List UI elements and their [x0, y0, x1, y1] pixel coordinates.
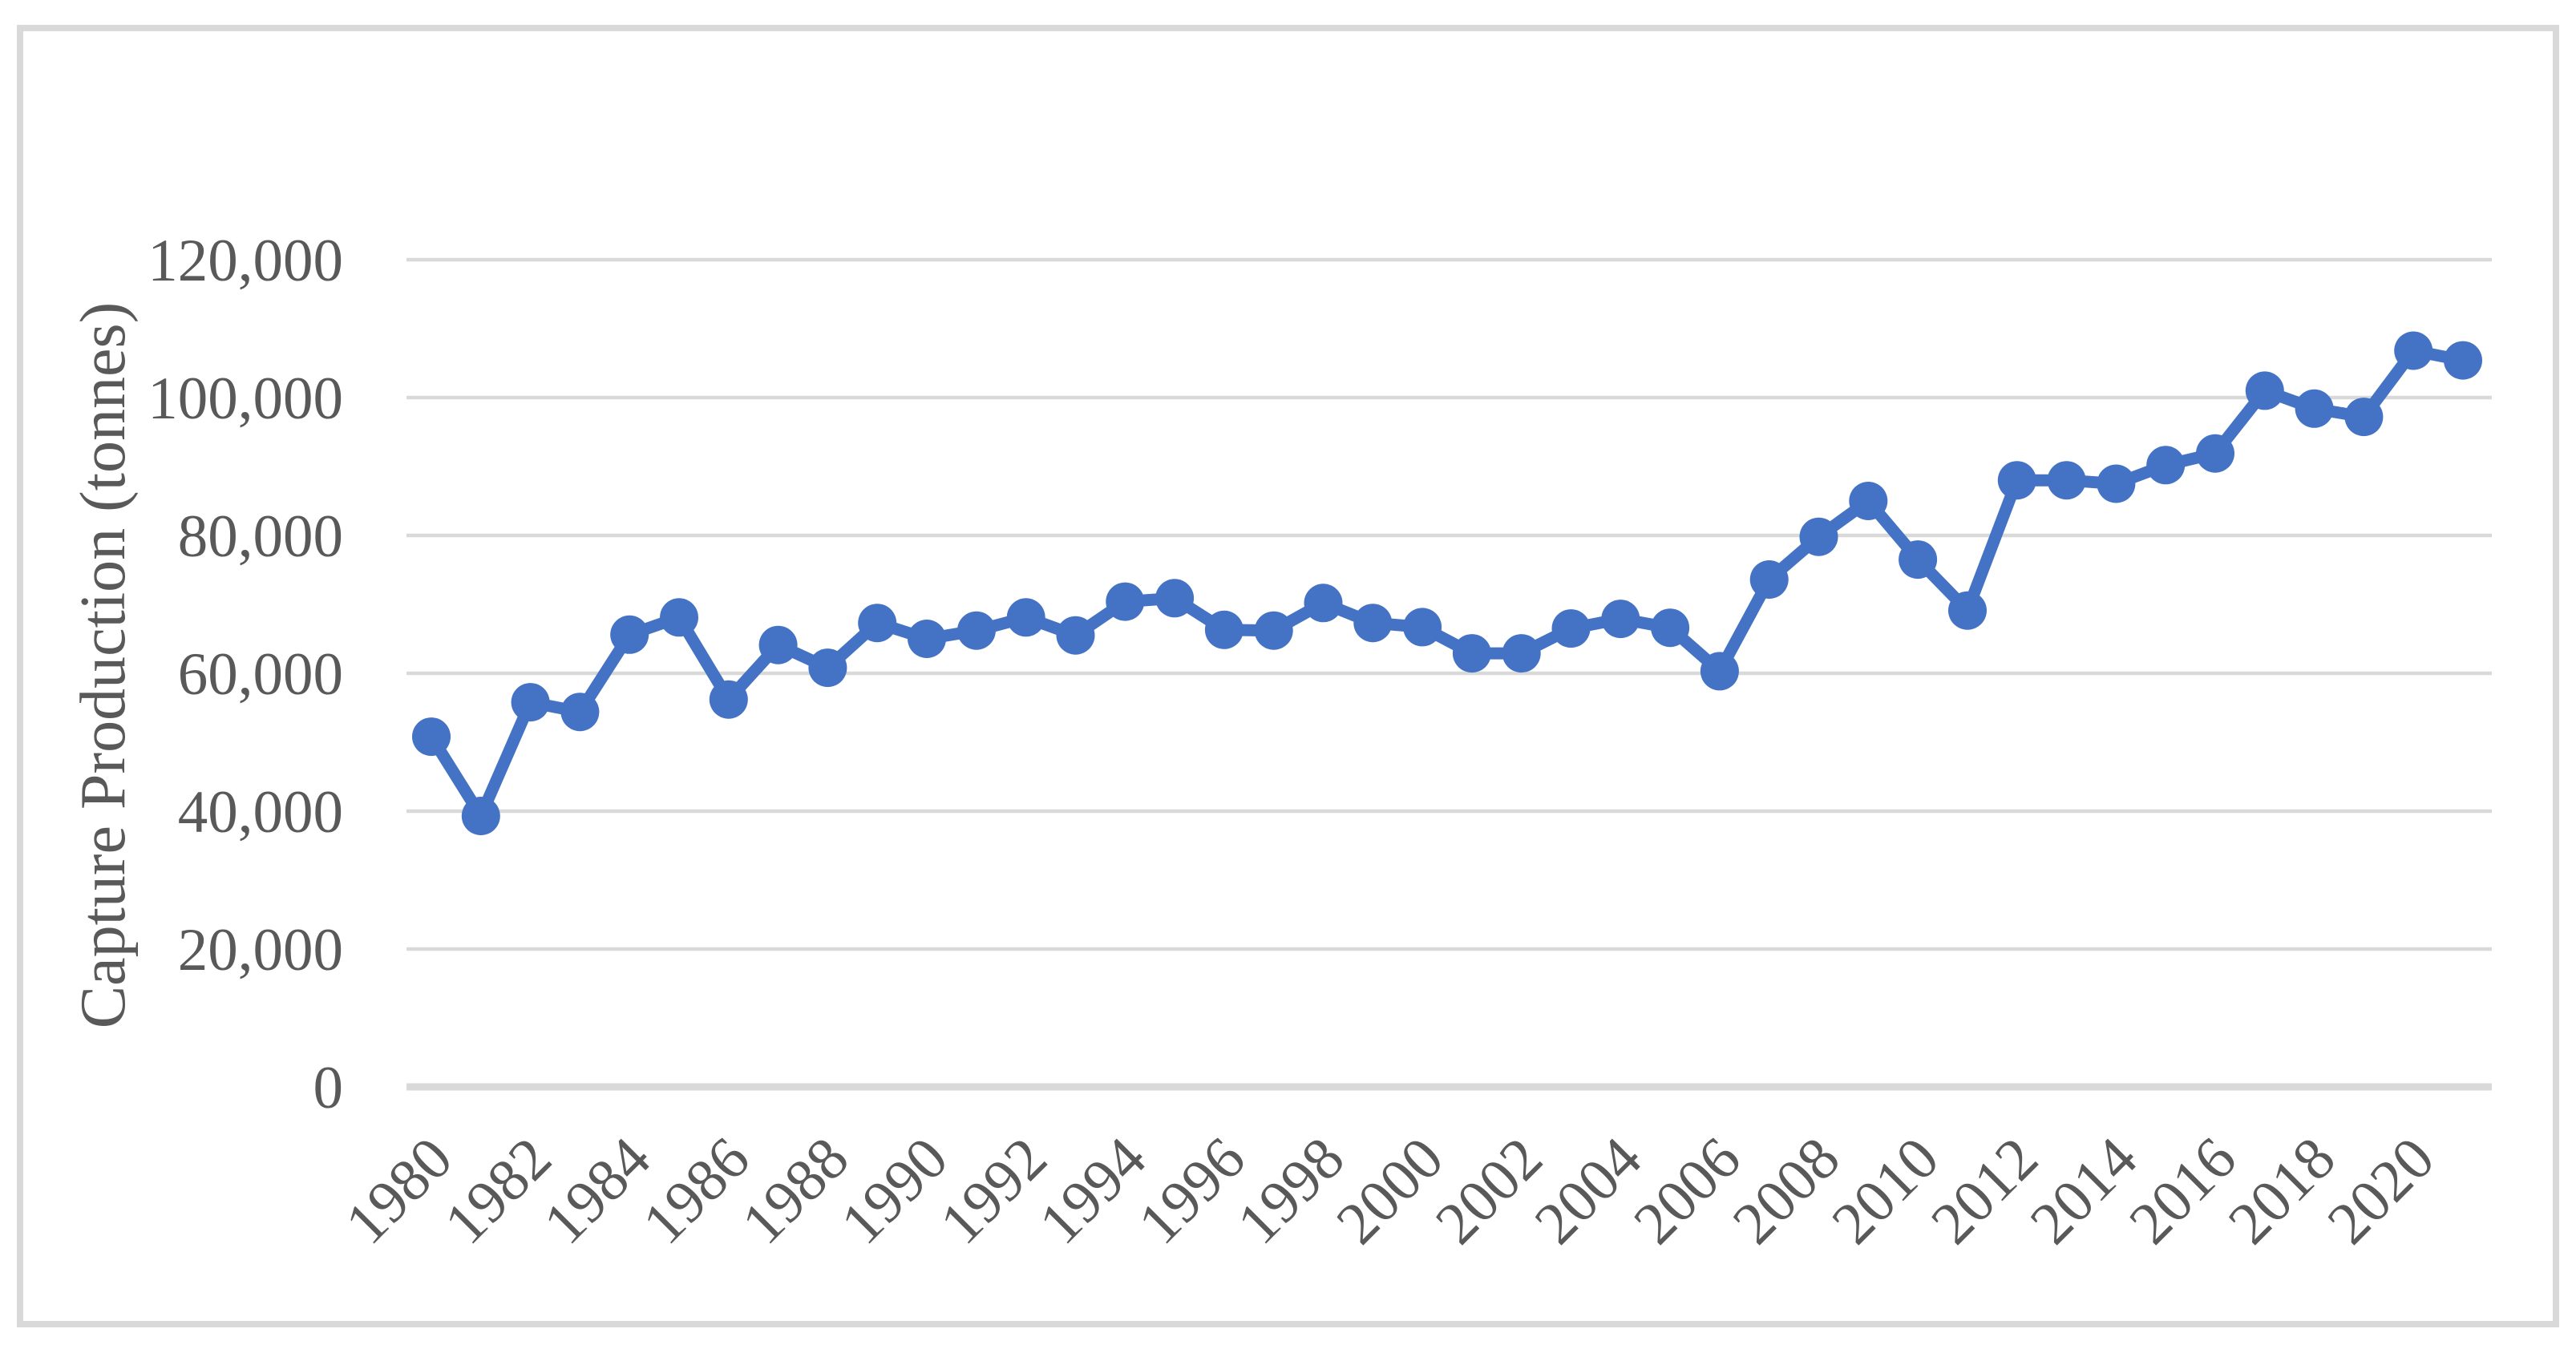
- data-point-marker: [660, 598, 698, 637]
- data-point-marker: [1601, 600, 1640, 639]
- data-point-marker: [808, 648, 847, 688]
- data-point-marker: [560, 693, 600, 732]
- x-tick-label: 1990: [828, 1125, 960, 1257]
- x-tick-label: 2016: [2117, 1125, 2249, 1257]
- x-tick-label: 2018: [2216, 1125, 2348, 1257]
- data-point-marker: [908, 620, 946, 658]
- y-axis-tick-labels: 0 20,000 40,000 60,000 80,000 100,000 120,000: [148, 228, 343, 1121]
- x-tick-label: 2004: [1523, 1125, 1655, 1257]
- data-point-marker: [758, 625, 798, 664]
- data-point-marker: [2344, 398, 2384, 437]
- data-point-marker: [2394, 331, 2433, 370]
- data-point-marker: [2047, 461, 2086, 500]
- y-tick-label: 20,000: [178, 917, 343, 983]
- data-point-marker: [1204, 610, 1244, 649]
- data-point-marker: [1452, 634, 1491, 673]
- data-point-marker: [2146, 446, 2186, 485]
- data-point-marker: [1849, 482, 1888, 520]
- x-axis-tick-labels: 1980198219841986198819901992199419961998…: [333, 1125, 2447, 1257]
- x-tick-label: 2010: [1819, 1125, 1951, 1257]
- data-point-marker: [1006, 598, 1045, 637]
- x-tick-label: 2012: [1919, 1125, 2051, 1257]
- data-point-marker: [1056, 616, 1095, 655]
- chart-border: [17, 25, 2559, 1327]
- x-tick-label: 2006: [1621, 1125, 1753, 1257]
- data-point-marker: [2444, 341, 2482, 380]
- data-point-marker: [1106, 582, 1145, 621]
- data-point-marker: [1254, 611, 1293, 650]
- data-series: [425, 345, 2469, 822]
- data-point-marker: [1749, 560, 1789, 599]
- x-tick-label: 1986: [630, 1125, 762, 1257]
- data-point-marker: [1403, 608, 1442, 647]
- data-point-marker: [709, 680, 748, 719]
- data-point-marker: [1304, 584, 1343, 623]
- y-tick-label: 100,000: [148, 366, 343, 432]
- data-point-marker: [1651, 608, 1690, 648]
- y-tick-label: 80,000: [178, 503, 343, 570]
- y-tick-label: 60,000: [178, 641, 343, 708]
- x-tick-label: 1992: [928, 1125, 1060, 1257]
- y-axis-title: Capture Production (tonnes): [68, 302, 139, 1028]
- data-point-marker: [858, 604, 897, 643]
- data-point-marker: [1155, 579, 1195, 618]
- data-point-marker: [1997, 461, 2036, 500]
- data-point-marker: [610, 615, 649, 654]
- data-point-markers: [412, 331, 2482, 835]
- data-point-marker: [1948, 591, 1987, 630]
- y-tick-label: 40,000: [178, 779, 343, 846]
- x-tick-label: 1998: [1225, 1125, 1357, 1257]
- data-point-marker: [956, 611, 996, 650]
- x-tick-label: 2002: [1423, 1125, 1555, 1257]
- x-tick-label: 2000: [1324, 1125, 1456, 1257]
- data-point-marker: [1353, 604, 1393, 643]
- data-point-marker: [2097, 464, 2136, 503]
- data-point-marker: [1799, 517, 1838, 556]
- data-point-marker: [511, 683, 550, 722]
- x-tick-label: 1980: [333, 1125, 465, 1257]
- x-tick-label: 1982: [432, 1125, 564, 1257]
- x-tick-label: 1988: [730, 1125, 862, 1257]
- data-point-marker: [461, 797, 500, 835]
- capture-production-line: [425, 345, 2469, 822]
- x-tick-label: 2008: [1721, 1125, 1853, 1257]
- data-point-marker: [1502, 634, 1541, 673]
- data-point-marker: [1551, 609, 1591, 648]
- y-tick-label: 0: [313, 1055, 344, 1121]
- x-tick-label: 2020: [2315, 1125, 2447, 1257]
- y-tick-label: 120,000: [148, 228, 343, 294]
- x-tick-label: 2014: [2018, 1125, 2150, 1257]
- data-point-marker: [412, 717, 451, 757]
- x-tick-label: 1996: [1126, 1125, 1258, 1257]
- x-tick-label: 1984: [531, 1125, 663, 1257]
- data-point-marker: [1700, 652, 1739, 691]
- gridlines: [406, 257, 2492, 951]
- data-point-marker: [2295, 389, 2334, 428]
- data-point-marker: [2245, 371, 2284, 410]
- x-tick-label: 1994: [1027, 1125, 1159, 1257]
- data-point-marker: [2196, 434, 2234, 473]
- data-point-marker: [1899, 540, 1938, 580]
